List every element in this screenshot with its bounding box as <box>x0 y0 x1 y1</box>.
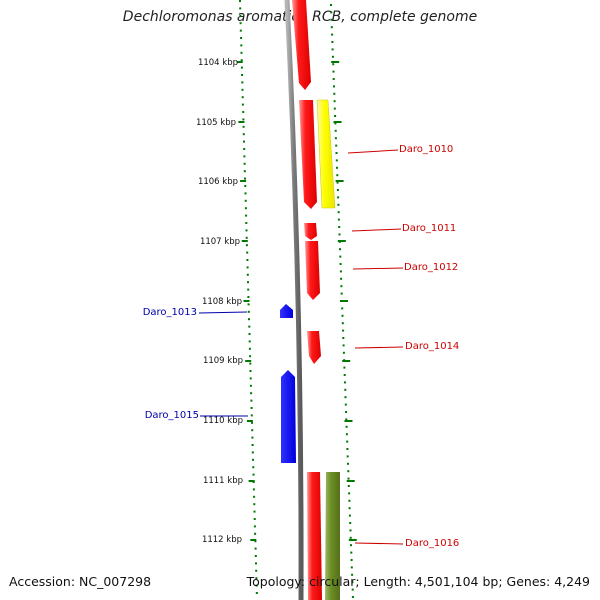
gene-label-daro-1012[interactable]: Daro_1012 <box>404 262 458 273</box>
kbp-label: 1108 kbp <box>202 297 242 307</box>
topology-text: Topology: circular; Length: 4,501,104 bp… <box>246 574 590 589</box>
scale-dotted-lines <box>239 0 354 598</box>
gene-label-daro-1013[interactable]: Daro_1013 <box>143 307 197 318</box>
feature-yellow <box>316 99 336 209</box>
gene-arrow-daro-1012 <box>305 241 320 300</box>
callout-lines <box>198 149 404 545</box>
callout-line-daro-1012 <box>352 267 404 270</box>
callout-line-daro-1013 <box>198 311 248 314</box>
gene-label-daro-1011[interactable]: Daro_1011 <box>402 223 456 234</box>
callout-line-daro-1011 <box>351 228 402 232</box>
gene-label-daro-1010[interactable]: Daro_1010 <box>399 144 453 155</box>
callout-line-daro-1016 <box>354 542 404 545</box>
kbp-label: 1111 kbp <box>203 476 243 486</box>
gene-label-daro-1016[interactable]: Daro_1016 <box>405 538 459 549</box>
kbp-label: 1112 kbp <box>202 535 242 545</box>
gene-label-daro-1015[interactable]: Daro_1015 <box>145 410 199 421</box>
kbp-label: 1106 kbp <box>198 177 238 187</box>
callout-line-daro-1014 <box>354 346 404 349</box>
gene-arrow-top <box>292 0 311 90</box>
gene-arrow-daro-1014 <box>307 331 321 364</box>
kbp-labels: 1104 kbp 1105 kbp 1106 kbp 1107 kbp 1108… <box>196 58 243 545</box>
gene-arrow-daro-1013 <box>280 304 293 318</box>
kbp-ticks <box>236 61 357 541</box>
kbp-label: 1105 kbp <box>196 118 236 128</box>
kbp-label: 1107 kbp <box>200 237 240 247</box>
gene-label-daro-1014[interactable]: Daro_1014 <box>405 341 459 352</box>
callout-line-daro-1010 <box>347 149 399 154</box>
gene-arrow-daro-1015 <box>281 370 296 463</box>
gene-features <box>280 0 340 600</box>
gene-arrow-daro-1016 <box>307 472 322 600</box>
kbp-label: 1110 kbp <box>203 416 243 426</box>
gene-arrow-daro-1011 <box>304 223 317 240</box>
gene-arrow-daro-1010 <box>299 100 317 209</box>
gene-labels: Daro_1010 Daro_1011 Daro_1012 Daro_1013 … <box>143 144 460 549</box>
genome-backbone <box>284 0 304 600</box>
accession-text: Accession: NC_007298 <box>9 574 152 589</box>
kbp-label: 1109 kbp <box>203 356 243 366</box>
kbp-label: 1104 kbp <box>198 58 238 68</box>
feature-olive <box>325 472 340 600</box>
